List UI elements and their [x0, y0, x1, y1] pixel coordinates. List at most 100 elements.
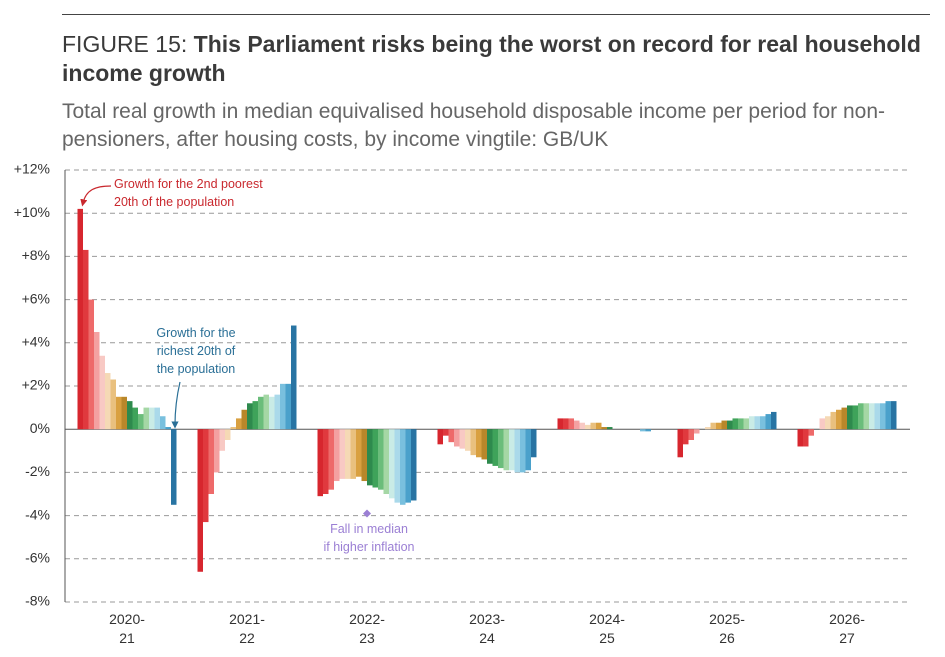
bar	[852, 405, 858, 430]
bar	[328, 429, 334, 490]
bar	[738, 418, 744, 430]
bar	[640, 429, 646, 432]
bar	[334, 429, 340, 482]
x-tick-label: 2023- 24	[469, 611, 505, 646]
bar	[568, 418, 574, 430]
bar	[563, 418, 569, 430]
bar	[454, 429, 460, 447]
bar	[77, 208, 83, 430]
bar	[285, 383, 291, 430]
bar	[127, 401, 133, 430]
bar	[645, 429, 651, 432]
bar	[765, 414, 771, 430]
bar	[132, 407, 138, 430]
bar	[487, 429, 493, 464]
bar	[258, 396, 264, 430]
bar	[880, 403, 886, 430]
bar	[476, 429, 482, 458]
bar	[749, 416, 755, 430]
bar	[705, 427, 711, 430]
x-tick-label: 2020- 21	[109, 611, 145, 646]
x-tick-line: 2024-	[589, 611, 625, 627]
bar	[361, 429, 367, 482]
bar	[197, 429, 203, 572]
y-tick-label: -2%	[25, 463, 50, 479]
x-tick-line: 2025-	[709, 611, 745, 627]
bar	[356, 429, 362, 477]
bar	[727, 420, 733, 430]
bar	[498, 429, 504, 469]
bar	[263, 394, 269, 430]
title-prefix: FIGURE 15:	[62, 31, 188, 57]
x-tick-line: 22	[239, 630, 255, 646]
y-tick-label: -8%	[25, 593, 50, 609]
bar	[525, 429, 531, 471]
bar	[531, 429, 537, 458]
bar	[557, 418, 563, 430]
x-tick-line: 2026-	[829, 611, 865, 627]
bar	[389, 429, 395, 499]
bar	[378, 429, 384, 490]
bar	[269, 396, 275, 430]
x-tick-line: 23	[359, 630, 375, 646]
bar	[771, 411, 777, 430]
median-marker	[363, 509, 371, 518]
bar	[710, 422, 716, 430]
bar	[683, 429, 689, 445]
bar	[574, 420, 580, 430]
bar	[280, 383, 286, 430]
annotation-line: Growth for the	[156, 326, 235, 340]
bar	[830, 411, 836, 430]
title-main: This Parliament risks being the worst on…	[62, 31, 921, 86]
bar	[863, 403, 869, 430]
bar	[411, 429, 417, 501]
x-tick-line: 2023-	[469, 611, 505, 627]
x-tick-line: 24	[479, 630, 495, 646]
bar	[350, 429, 356, 479]
bar	[760, 416, 766, 430]
y-tick-label: +8%	[22, 247, 50, 263]
bar	[465, 429, 471, 451]
x-tick-label: 2022- 23	[349, 611, 385, 646]
y-tick-label: 0%	[30, 420, 50, 436]
bar	[797, 429, 803, 447]
bar	[688, 429, 694, 440]
x-tick-line: 26	[719, 630, 735, 646]
bar	[345, 429, 351, 479]
bar	[579, 422, 585, 430]
bar	[247, 403, 253, 430]
annotation-arrow	[171, 381, 181, 429]
bar	[94, 332, 100, 430]
bar	[492, 429, 498, 466]
x-tick-label: 2025- 26	[709, 611, 745, 646]
bar	[323, 429, 329, 494]
bar	[160, 416, 166, 430]
bar	[274, 394, 280, 430]
chart-title: FIGURE 15: This Parliament risks being t…	[62, 30, 937, 88]
bar	[252, 401, 258, 430]
bar	[520, 429, 526, 473]
bar	[841, 407, 847, 430]
bar	[716, 422, 722, 430]
bar	[509, 429, 515, 471]
annotation-line: richest 20th of	[157, 344, 236, 358]
bar	[803, 429, 809, 447]
x-tick-label: 2024- 25	[589, 611, 625, 646]
annotation: Growth for the richest 20th of the populat…	[156, 326, 235, 376]
bar	[317, 429, 323, 497]
bar	[514, 429, 520, 473]
bar	[225, 429, 231, 440]
annotation: Fall in median if higher inflation	[323, 522, 414, 554]
x-tick-line: 25	[599, 630, 615, 646]
bar	[149, 407, 155, 430]
bar	[885, 401, 891, 430]
y-tick-label: +6%	[22, 290, 50, 306]
y-tick-label: +2%	[22, 377, 50, 393]
bar	[214, 429, 220, 473]
bar	[721, 420, 727, 430]
bar	[596, 422, 602, 430]
x-tick-line: 2022-	[349, 611, 385, 627]
annotation-line: if higher inflation	[323, 540, 414, 554]
bar	[601, 427, 607, 430]
